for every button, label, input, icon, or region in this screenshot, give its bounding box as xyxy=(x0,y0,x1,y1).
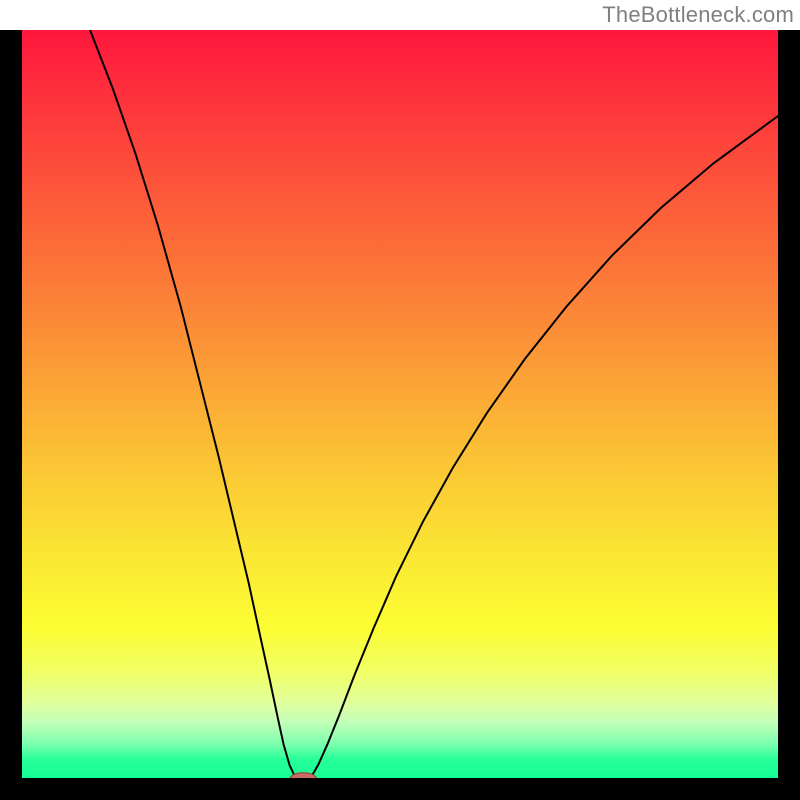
frame-border xyxy=(778,30,800,800)
bottleneck-chart xyxy=(0,0,800,800)
watermark-text: TheBottleneck.com xyxy=(602,2,794,28)
gradient-background xyxy=(22,30,778,778)
frame-border xyxy=(0,30,22,800)
chart-container: TheBottleneck.com xyxy=(0,0,800,800)
frame-border xyxy=(0,778,800,800)
